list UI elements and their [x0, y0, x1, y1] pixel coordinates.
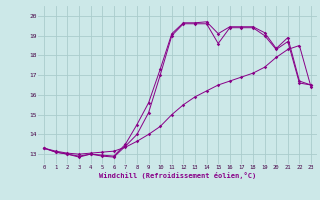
X-axis label: Windchill (Refroidissement éolien,°C): Windchill (Refroidissement éolien,°C): [99, 172, 256, 179]
